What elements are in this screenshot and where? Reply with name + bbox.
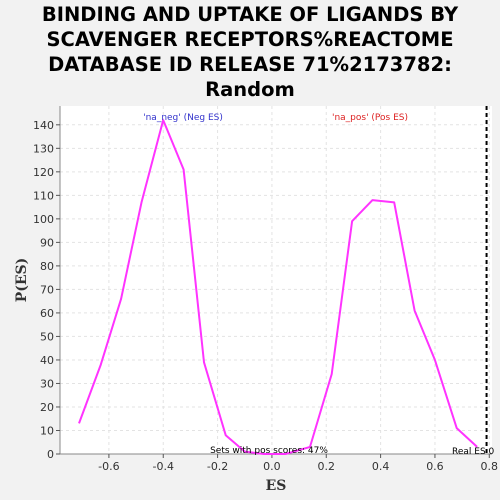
x-axis-label: ES bbox=[266, 478, 287, 494]
y-tick-label: 20 bbox=[40, 401, 54, 414]
x-tick-label: 0.8 bbox=[481, 460, 499, 473]
series-line bbox=[78, 119, 478, 455]
y-tick-label: 140 bbox=[33, 119, 54, 132]
y-tick-label: 70 bbox=[40, 283, 54, 296]
x-tick-label: 0.6 bbox=[426, 460, 444, 473]
annotation-pos-es: 'na_pos' (Pos ES) bbox=[332, 113, 408, 123]
y-tick-label: 130 bbox=[33, 142, 54, 155]
ticks: 0 10 20 30 40 50 60 70 80 90 100 110 120 130 140 -0.6 -0… bbox=[33, 119, 498, 473]
y-tick-label: 120 bbox=[33, 166, 54, 179]
y-tick-label: 50 bbox=[40, 330, 54, 343]
y-tick-label: 0 bbox=[47, 448, 54, 461]
x-tick-label: 0.0 bbox=[263, 460, 281, 473]
y-tick-label: 30 bbox=[40, 377, 54, 390]
annotation-real-es: Real ES 0 bbox=[452, 447, 495, 457]
y-tick-label: 40 bbox=[40, 354, 54, 367]
plot-area bbox=[60, 106, 492, 454]
x-tick-label: -0.6 bbox=[98, 460, 119, 473]
x-tick-label: -0.4 bbox=[153, 460, 174, 473]
y-tick-label: 10 bbox=[40, 424, 54, 437]
x-tick-label: 0.4 bbox=[372, 460, 390, 473]
annotation-neg-es: 'na_neg' (Neg ES) bbox=[143, 113, 223, 123]
x-tick-label: 0.2 bbox=[318, 460, 336, 473]
y-tick-label: 100 bbox=[33, 213, 54, 226]
x-tick-label: -0.2 bbox=[207, 460, 228, 473]
y-tick-label: 110 bbox=[33, 189, 54, 202]
y-tick-label: 80 bbox=[40, 260, 54, 273]
series-group bbox=[78, 119, 478, 455]
y-tick-label: 60 bbox=[40, 307, 54, 320]
annotation-sets-pos-scores: Sets with pos scores: 47% bbox=[210, 446, 328, 456]
y-tick-label: 90 bbox=[40, 236, 54, 249]
y-axis-label: P(ES) bbox=[14, 258, 30, 303]
